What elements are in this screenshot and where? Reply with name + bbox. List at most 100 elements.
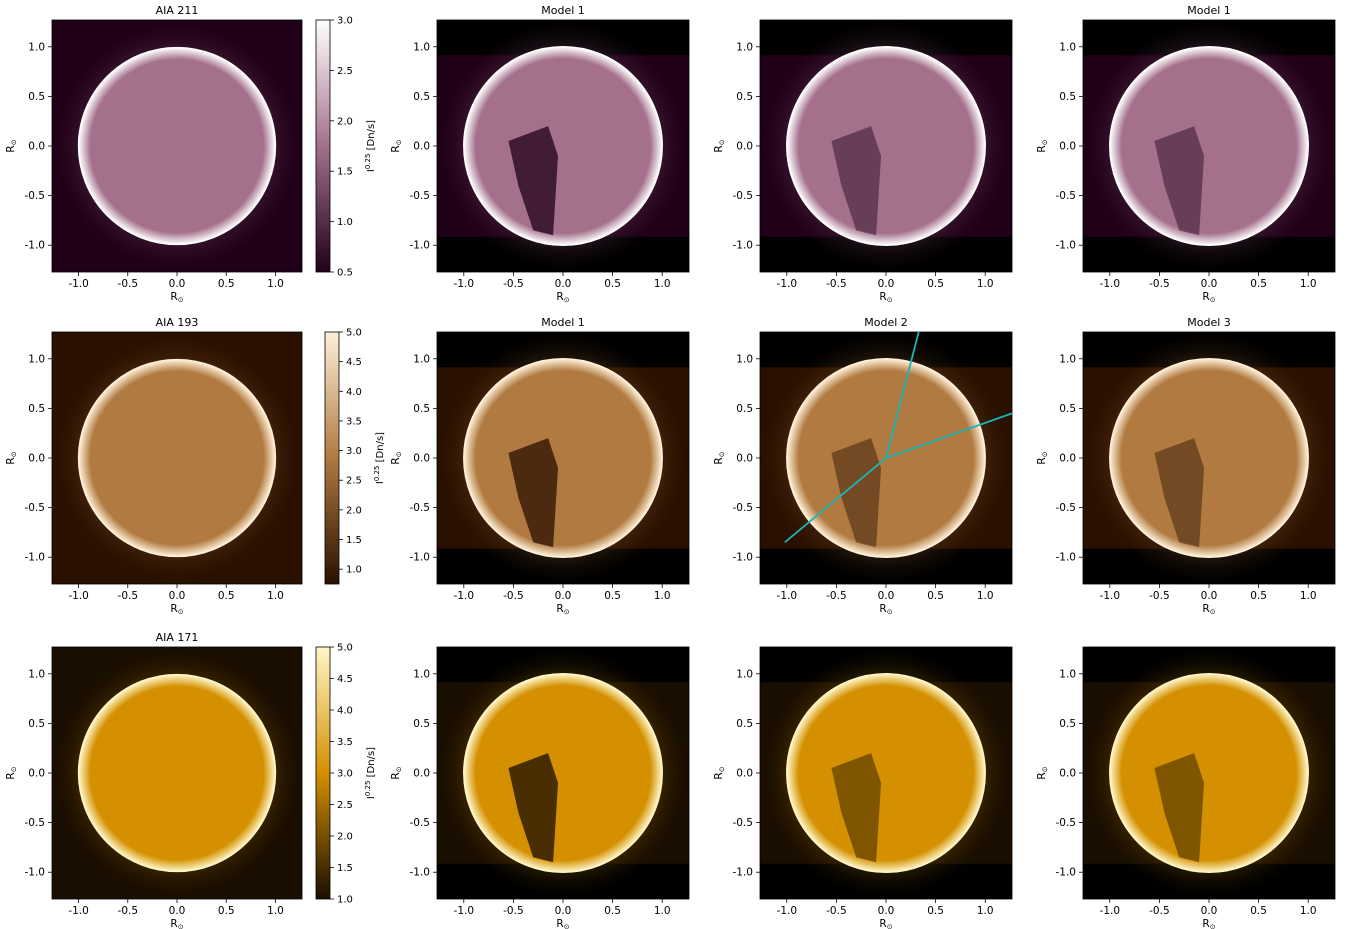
y-tick-label: 1.0: [736, 353, 753, 365]
y-tick-label: 0.5: [28, 718, 45, 730]
solar-limb: [77, 358, 277, 558]
y-axis-label: R⊙: [390, 766, 403, 779]
y-tick-label: -0.5: [25, 502, 46, 514]
y-tick-label: 0.0: [1059, 768, 1076, 780]
sector-line: [885, 331, 920, 459]
x-tick-label: 0.0: [555, 590, 572, 602]
panel-title: Model 1: [541, 4, 585, 17]
colorbar-tick-label: 3.0: [337, 769, 353, 780]
x-axis-label: R⊙: [879, 603, 892, 616]
x-tick-label: -1.0: [68, 905, 89, 917]
colorbar-tick-label: 5.0: [346, 328, 362, 339]
x-axis-label: R⊙: [556, 291, 569, 304]
y-tick-label: -0.5: [410, 817, 431, 829]
y-tick-label: 1.0: [1059, 41, 1076, 53]
coronal-hole: [1154, 438, 1205, 548]
y-tick-label: 0.5: [28, 91, 45, 103]
y-tick-label: 0.0: [413, 141, 430, 153]
panel-title: AIA 193: [156, 316, 199, 329]
x-tick-label: 1.0: [1300, 278, 1317, 290]
x-axis-label: R⊙: [170, 291, 183, 304]
solar-disc: [786, 673, 986, 873]
y-tick-label: 0.5: [1059, 403, 1076, 415]
x-tick-label: 0.5: [218, 905, 235, 917]
y-tick-label: -0.5: [1056, 817, 1077, 829]
coronal-hole: [508, 438, 559, 548]
panel-title: Model 3: [1187, 316, 1231, 329]
x-tick-label: 0.5: [604, 905, 621, 917]
y-axis-label: R⊙: [1036, 766, 1049, 779]
panel-193-1: -1.0 -1.0 -0.5 -0.5 0.0 0.0 0.5 0.5 1.0 1.0 R⊙ R⊙ AI…: [5, 316, 303, 616]
x-tick-label: 0.5: [1250, 905, 1267, 917]
y-tick-label: -0.5: [410, 502, 431, 514]
y-tick-label: -0.5: [410, 190, 431, 202]
colorbar-gradient: [315, 646, 331, 900]
x-tick-label: 0.5: [927, 905, 944, 917]
x-tick-label: -1.0: [68, 278, 89, 290]
x-tick-label: 0.5: [604, 590, 621, 602]
panel-title: Model 1: [541, 316, 585, 329]
y-tick-label: 1.0: [736, 41, 753, 53]
colorbar-171: 1.0 1.5 2.0 2.5 3.0 3.5 4.0 4.5 5.0 I0.25 [Dn/s]: [315, 643, 377, 906]
x-tick-label: 1.0: [267, 905, 284, 917]
y-tick-label: 0.5: [736, 718, 753, 730]
y-axis-label: R⊙: [713, 451, 726, 464]
y-tick-label: -1.0: [25, 867, 46, 879]
panel-title: Model 1: [1187, 4, 1231, 17]
panel-171-3: -1.0 -1.0 -0.5 -0.5 0.0 0.0 0.5 0.5 1.0 1.0 R⊙ R⊙: [713, 646, 1013, 929]
colorbar-tick-label: 3.0: [346, 446, 362, 457]
colorbar-tick-label: 3.5: [346, 416, 362, 427]
colorbar-tick-label: 2.0: [346, 505, 362, 516]
coronal-hole: [1154, 126, 1205, 236]
y-tick-label: 1.0: [1059, 668, 1076, 680]
colorbar-tick-label: 1.5: [337, 863, 353, 874]
y-tick-label: 0.5: [736, 403, 753, 415]
y-tick-label: 0.5: [28, 403, 45, 415]
colorbar-tick-label: 1.0: [337, 217, 353, 228]
y-tick-label: 0.0: [413, 453, 430, 465]
x-tick-label: 0.0: [1201, 905, 1218, 917]
coronal-hole: [831, 753, 882, 863]
x-tick-label: 1.0: [1300, 590, 1317, 602]
y-tick-label: -0.5: [733, 190, 754, 202]
solar-limb: [463, 673, 663, 873]
y-tick-label: 1.0: [28, 353, 45, 365]
sector-line: [885, 412, 1013, 459]
y-tick-label: 1.0: [413, 668, 430, 680]
solar-limb: [463, 358, 663, 558]
x-axis-label: R⊙: [1202, 291, 1215, 304]
x-tick-label: 0.5: [1250, 278, 1267, 290]
y-tick-label: -0.5: [25, 817, 46, 829]
x-tick-label: -0.5: [1149, 278, 1170, 290]
x-tick-label: 0.5: [1250, 590, 1267, 602]
x-tick-label: -1.0: [1100, 278, 1121, 290]
colorbar-label: I0.25 [Dn/s]: [373, 432, 386, 484]
colorbar-label: I0.25 [Dn/s]: [364, 747, 377, 799]
panel-title: AIA 171: [156, 631, 199, 644]
x-tick-label: -0.5: [826, 905, 847, 917]
y-axis-label: R⊙: [5, 766, 18, 779]
solar-limb: [1109, 673, 1309, 873]
coronal-hole: [831, 438, 882, 548]
y-tick-label: 0.0: [736, 453, 753, 465]
sector-lines-overlay: [784, 331, 1013, 544]
x-tick-label: 1.0: [267, 278, 284, 290]
solar-disc: [463, 358, 663, 558]
x-axis-label: R⊙: [556, 603, 569, 616]
y-tick-label: -0.5: [1056, 190, 1077, 202]
colorbar-tick-label: 2.5: [337, 66, 353, 77]
x-tick-label: -1.0: [1100, 905, 1121, 917]
colorbar-tick-label: 2.5: [346, 476, 362, 487]
colorbar-tick-label: 4.5: [346, 357, 362, 368]
y-tick-label: -1.0: [733, 552, 754, 564]
colorbar-tick-label: 4.5: [337, 674, 353, 685]
x-axis-label: R⊙: [1202, 918, 1215, 929]
colorbar-tick-label: 1.5: [337, 167, 353, 178]
x-axis-label: R⊙: [556, 918, 569, 929]
x-tick-label: 0.0: [878, 278, 895, 290]
x-tick-label: 0.0: [555, 905, 572, 917]
y-tick-label: -1.0: [1056, 552, 1077, 564]
y-tick-label: 1.0: [28, 668, 45, 680]
x-axis-label: R⊙: [879, 291, 892, 304]
solar-disc: [786, 46, 986, 246]
